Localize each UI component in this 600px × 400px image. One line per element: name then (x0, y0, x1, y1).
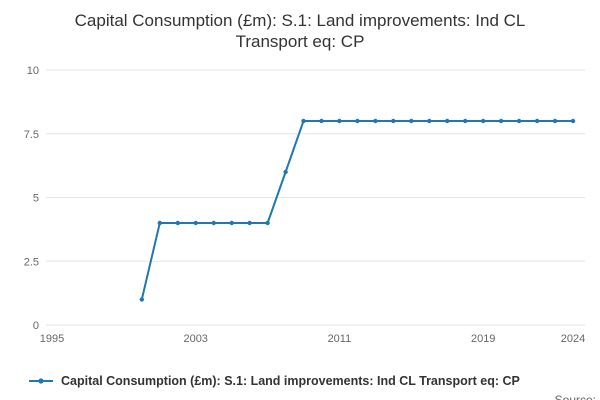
legend-label: Capital Consumption (£m): S.1: Land impr… (61, 374, 520, 388)
data-point-marker (427, 118, 432, 124)
legend-item[interactable]: Capital Consumption (£m): S.1: Land impr… (28, 374, 520, 388)
y-tick-label: 10 (27, 65, 39, 77)
data-point-marker (319, 118, 324, 124)
x-tick-label: 1995 (40, 333, 64, 345)
data-point-marker (534, 118, 540, 124)
y-tick-label: 0 (33, 320, 39, 332)
data-point-marker (283, 169, 288, 175)
data-point-marker (229, 220, 234, 226)
y-tick-label: 2.5 (24, 256, 39, 268)
chart-title: Capital Consumption (£m): S.1: Land impr… (10, 10, 590, 52)
data-point-marker (516, 118, 522, 124)
data-point-marker (445, 118, 450, 124)
source-label: Source: (554, 393, 596, 400)
data-point-marker (498, 118, 504, 124)
data-point-marker (211, 220, 216, 226)
legend-line-icon (29, 378, 53, 384)
data-point-marker (409, 118, 414, 124)
data-point-marker (193, 220, 198, 226)
y-tick-label: 7.5 (24, 129, 39, 141)
data-point-marker (481, 118, 486, 124)
data-point-marker (391, 118, 396, 124)
series-line (140, 120, 574, 301)
data-point-marker (570, 118, 576, 124)
data-point-marker (157, 220, 162, 226)
data-point-marker (265, 220, 270, 226)
chart-page: Capital Consumption (£m): S.1: Land impr… (0, 10, 600, 400)
chart-title-line-2: Transport eq: CP (235, 32, 365, 51)
data-point-marker (139, 297, 144, 302)
x-tick-label: 2011 (328, 333, 352, 345)
data-point-marker (247, 220, 252, 226)
data-point-marker (175, 220, 180, 226)
data-point-marker (355, 118, 360, 124)
chart-title-line-1: Capital Consumption (£m): S.1: Land impr… (74, 11, 526, 30)
line-chart: 0 2.5 5 7.5 10 1995 2003 2011 2019 2024 (24, 65, 586, 345)
y-tick-label: 5 (33, 193, 39, 205)
x-tick-label: 2024 (561, 333, 585, 345)
data-point-marker (337, 118, 342, 124)
data-point-marker (301, 118, 306, 124)
x-tick-label: 2003 (183, 333, 207, 345)
x-tick-label: 2019 (471, 333, 495, 345)
data-point-marker (373, 118, 378, 124)
data-point-marker (463, 118, 468, 124)
data-point-marker (552, 118, 558, 124)
